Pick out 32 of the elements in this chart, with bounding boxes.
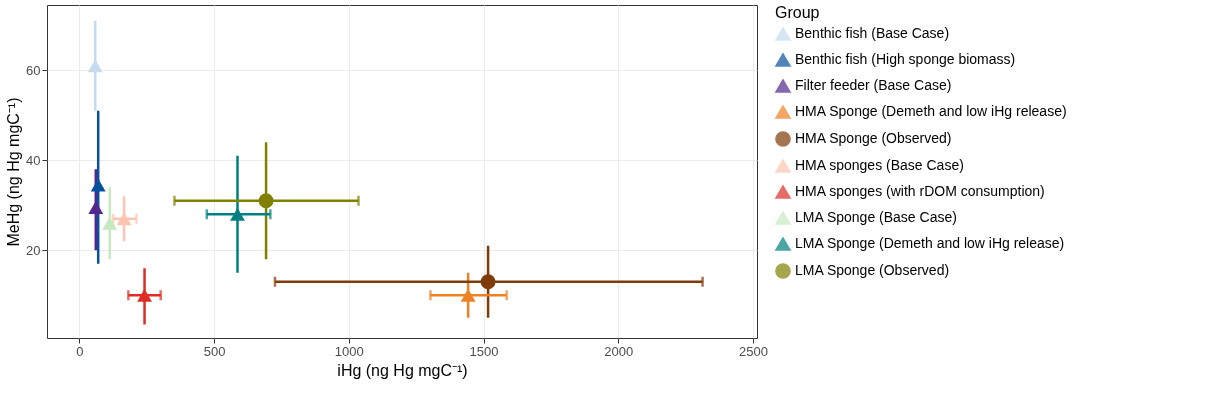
point: [137, 288, 152, 302]
point: [116, 212, 132, 226]
y-tick-label: 60: [26, 62, 41, 78]
legend-label: Filter feeder (Base Case): [795, 77, 952, 93]
y-tick-label: 40: [26, 152, 41, 168]
legend-label: HMA Sponge (Demeth and low iHg release): [795, 103, 1067, 119]
point: [88, 201, 104, 214]
x-tick-label: 1000: [334, 343, 364, 359]
legend-label: HMA Sponge (Observed): [795, 130, 952, 146]
legend-label: Benthic fish (High sponge biomass): [795, 51, 1016, 67]
legend-label: LMA Sponge (Demeth and low iHg release): [795, 235, 1065, 251]
x-tick-label: 1500: [469, 343, 499, 359]
legend-label: HMA sponges (with rDOM consumption): [795, 183, 1045, 199]
legend-label: LMA Sponge (Observed): [795, 262, 950, 278]
point: [87, 59, 103, 73]
point: [90, 178, 106, 192]
point: [460, 288, 476, 302]
point: [230, 207, 245, 221]
x-tick-label: 2000: [604, 343, 634, 359]
x-axis-title: iHg (ng Hg mgC⁻¹): [337, 361, 468, 379]
point: [258, 193, 274, 209]
point: [102, 216, 118, 230]
point: [480, 274, 496, 290]
legend-title: Group: [775, 4, 820, 21]
x-tick-label: 0: [76, 343, 84, 359]
legend-label: LMA Sponge (Base Case): [795, 209, 957, 225]
legend-label: HMA sponges (Base Case): [795, 157, 964, 173]
x-tick-label: 2500: [739, 343, 768, 359]
y-tick-label: 20: [26, 242, 41, 258]
x-tick-label: 500: [203, 343, 226, 359]
y-axis-title: MeHg (ng Hg mgC⁻¹): [5, 97, 23, 247]
legend-label: Benthic fish (Base Case): [795, 25, 950, 41]
